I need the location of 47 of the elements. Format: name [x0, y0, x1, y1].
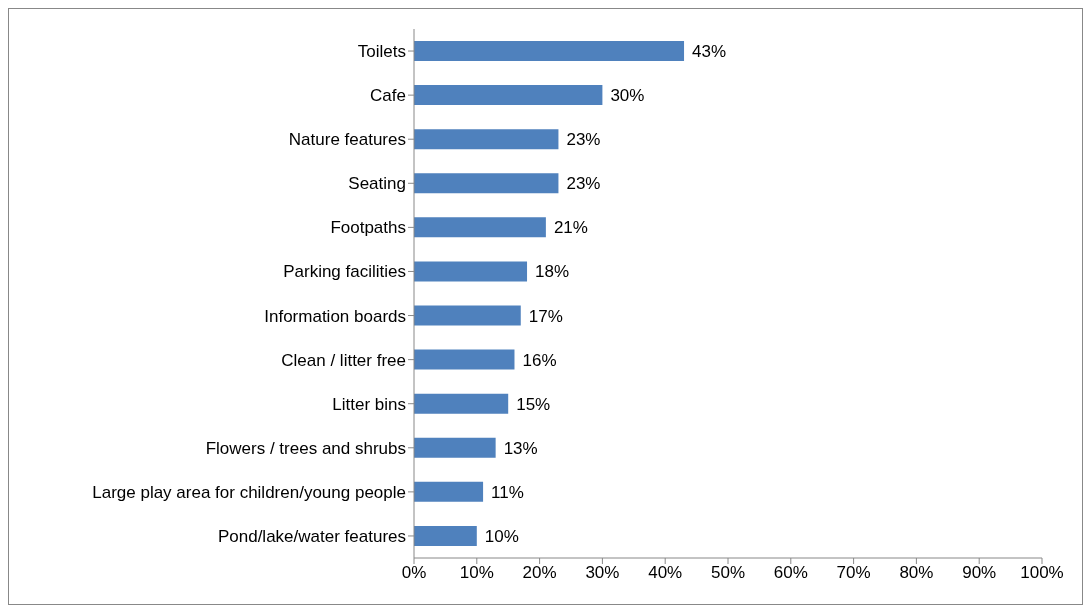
bar — [414, 437, 496, 458]
x-tick-label: 40% — [648, 563, 683, 583]
x-tick-label: 80% — [899, 563, 934, 583]
x-tick-label: 90% — [962, 563, 997, 583]
data-label: 30% — [610, 86, 645, 106]
data-label: 23% — [566, 130, 601, 150]
y-tick-label: Seating — [348, 174, 406, 194]
bar — [414, 217, 546, 238]
data-label: 23% — [566, 174, 601, 194]
bar — [414, 85, 603, 106]
y-tick-label: Cafe — [370, 86, 406, 106]
bar — [414, 349, 515, 370]
bar — [414, 393, 509, 414]
data-label: 15% — [516, 394, 551, 414]
y-tick-label: Litter bins — [332, 394, 406, 414]
data-label: 21% — [553, 218, 588, 238]
data-label: 43% — [692, 42, 727, 62]
y-tick-label: Clean / litter free — [281, 350, 406, 370]
y-tick-label: Nature features — [288, 130, 406, 150]
y-tick-label: Information boards — [264, 306, 406, 326]
y-tick-label: Toilets — [357, 42, 406, 62]
bar — [414, 41, 685, 61]
bar — [414, 129, 559, 150]
data-label: 13% — [503, 438, 538, 458]
bar — [414, 173, 559, 194]
x-tick-label: 100% — [1020, 563, 1064, 583]
y-tick-label: Parking facilities — [283, 262, 406, 282]
y-tick-label: Flowers / trees and shrubs — [205, 438, 406, 458]
data-label: 18% — [535, 262, 570, 282]
x-tick-label: 50% — [710, 563, 746, 583]
bar — [414, 481, 484, 502]
data-label: 16% — [522, 350, 557, 370]
data-label: 11% — [491, 482, 524, 502]
y-tick-label: Footpaths — [330, 218, 406, 238]
bar — [414, 525, 477, 546]
x-tick-label: 10% — [459, 563, 494, 583]
x-tick-label: 20% — [522, 563, 557, 583]
x-tick-label: 30% — [585, 563, 620, 583]
y-tick-label: Large play area for children/young people — [92, 482, 406, 502]
x-tick-label: 0% — [401, 563, 427, 583]
x-tick-label: 60% — [773, 563, 808, 583]
data-label: 10% — [484, 526, 519, 546]
x-tick-label: 70% — [836, 563, 871, 583]
bar — [414, 305, 521, 326]
bar — [414, 261, 528, 282]
data-label: 17% — [528, 306, 563, 326]
y-tick-label: Pond/lake/water features — [217, 526, 406, 546]
